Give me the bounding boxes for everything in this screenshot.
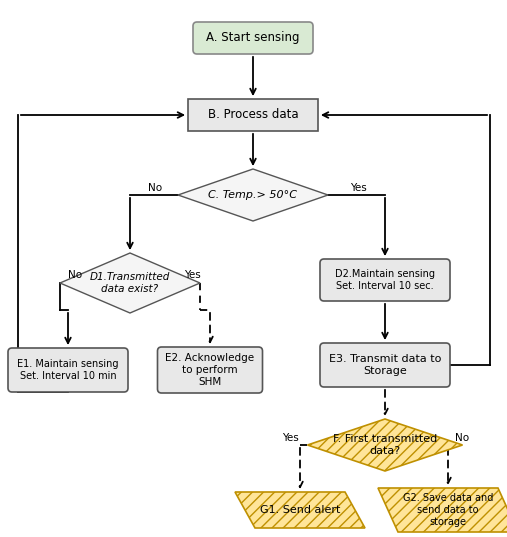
Bar	[188, 99, 318, 131]
Text: No: No	[148, 183, 162, 193]
Text: F. First transmitted
data?: F. First transmitted data?	[333, 434, 437, 456]
Text: Yes: Yes	[350, 183, 367, 193]
Text: E3. Transmit data to
Storage: E3. Transmit data to Storage	[329, 354, 441, 376]
Text: E2. Acknowledge
to perform
SHM: E2. Acknowledge to perform SHM	[165, 353, 255, 387]
Text: D2.Maintain sensing
Set. Interval 10 sec.: D2.Maintain sensing Set. Interval 10 sec…	[335, 269, 435, 291]
FancyBboxPatch shape	[320, 343, 450, 387]
Text: No: No	[68, 270, 82, 280]
FancyBboxPatch shape	[320, 259, 450, 301]
Text: No: No	[455, 433, 469, 443]
Polygon shape	[378, 488, 507, 532]
Text: Yes: Yes	[184, 270, 200, 280]
Polygon shape	[308, 419, 462, 471]
FancyBboxPatch shape	[193, 22, 313, 54]
Text: Yes: Yes	[281, 433, 299, 443]
Text: G2. Save data and
send data to
storage: G2. Save data and send data to storage	[403, 494, 493, 527]
Text: E1. Maintain sensing
Set. Interval 10 min: E1. Maintain sensing Set. Interval 10 mi…	[17, 359, 119, 381]
Text: A. Start sensing: A. Start sensing	[206, 32, 300, 45]
FancyBboxPatch shape	[8, 348, 128, 392]
Text: G1. Send alert: G1. Send alert	[260, 505, 340, 515]
Polygon shape	[235, 492, 365, 528]
Text: B. Process data: B. Process data	[208, 108, 298, 121]
Text: D1.Transmitted
data exist?: D1.Transmitted data exist?	[90, 272, 170, 294]
Polygon shape	[60, 253, 200, 313]
Text: C. Temp.> 50°C: C. Temp.> 50°C	[208, 190, 298, 200]
FancyBboxPatch shape	[158, 347, 263, 393]
Polygon shape	[178, 169, 328, 221]
